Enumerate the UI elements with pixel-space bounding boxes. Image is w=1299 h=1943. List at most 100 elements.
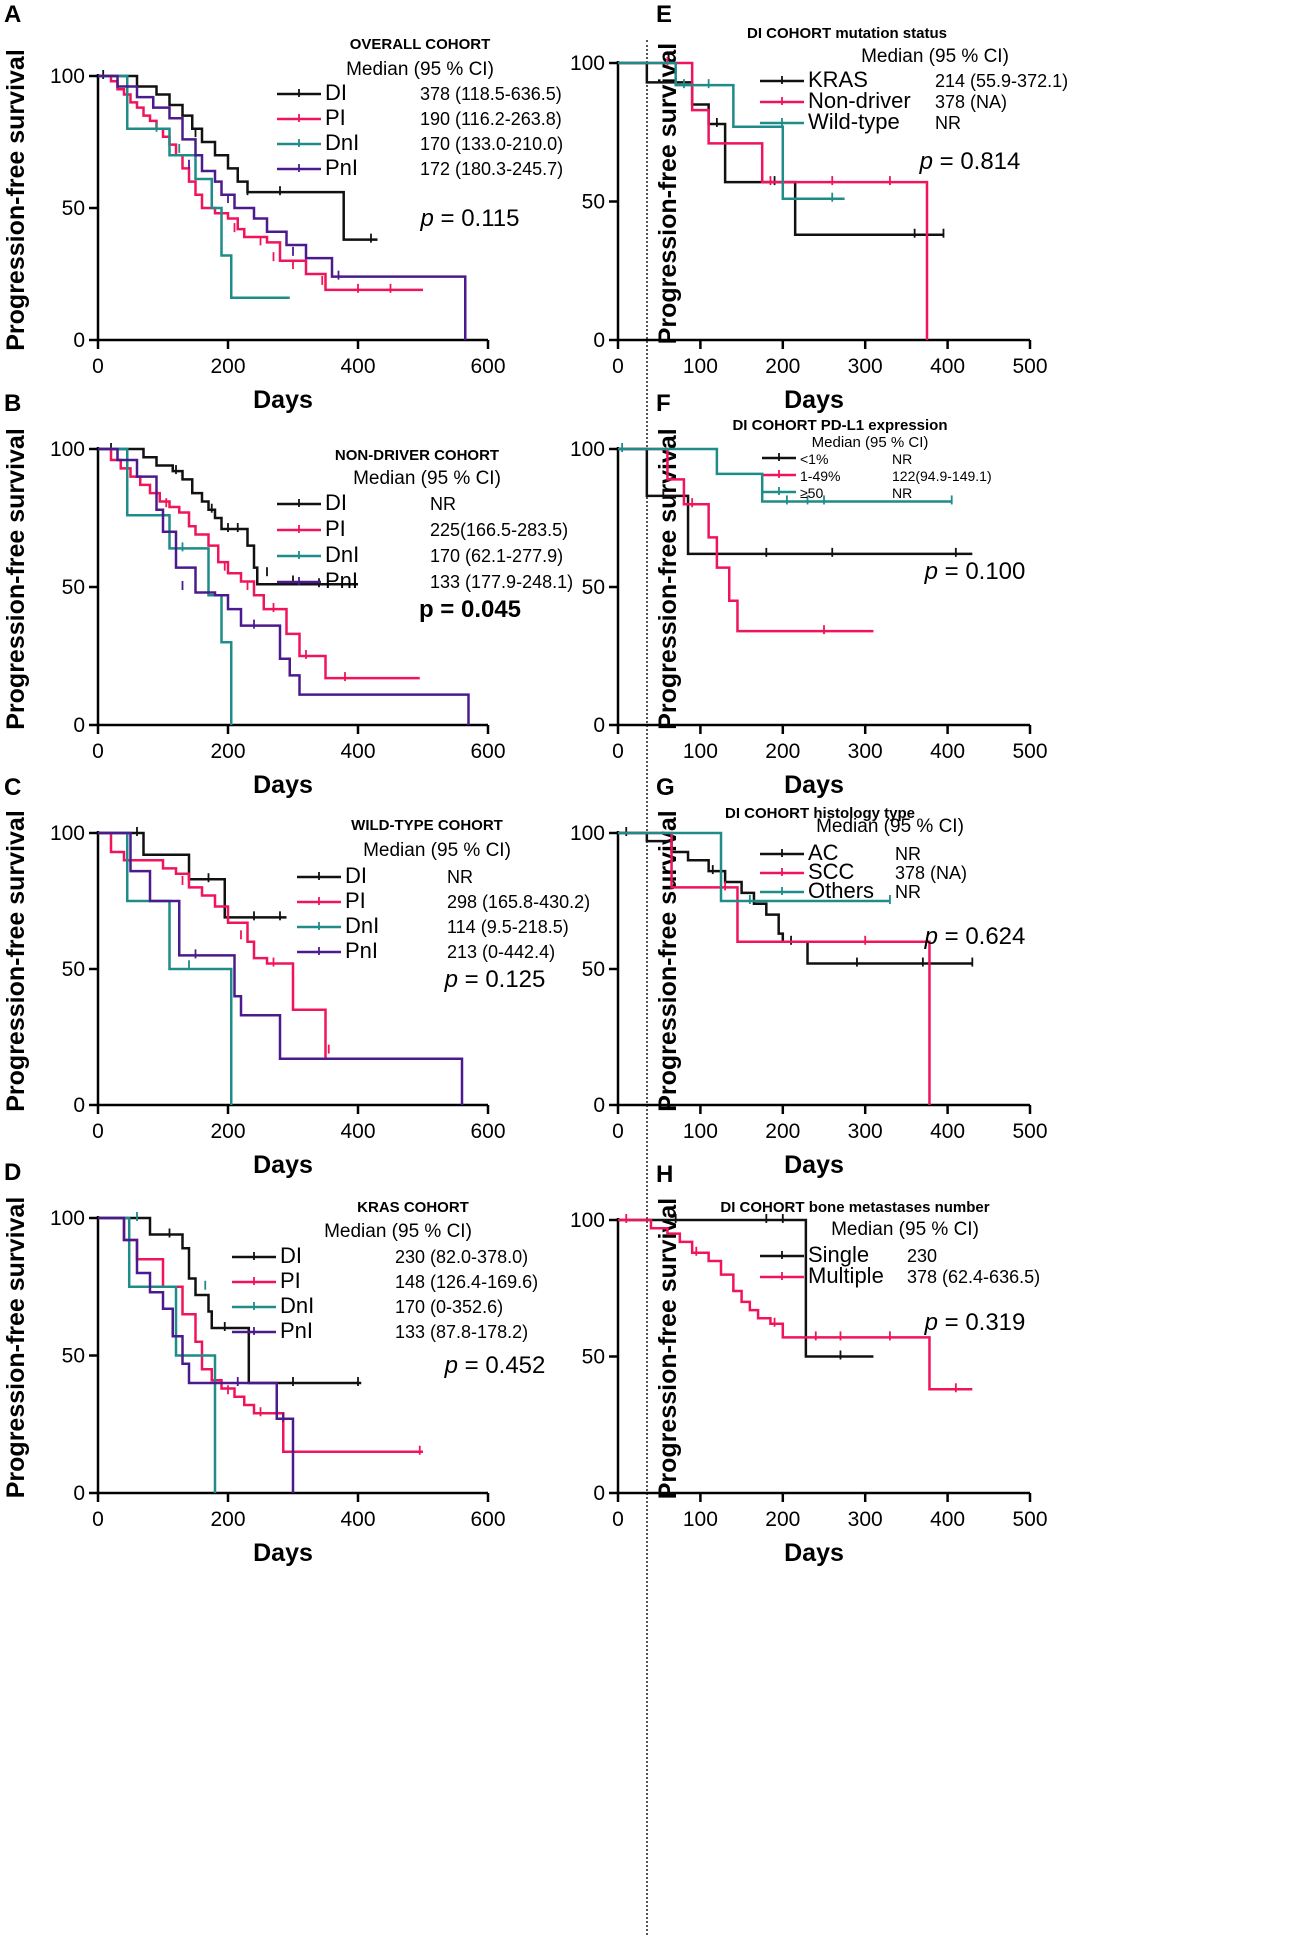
km-curve-wild-type [618,61,845,200]
chart-title: KRAS COHORT [357,1199,469,1216]
x-axis-title: Days [253,386,313,414]
series-multiple [618,1214,973,1393]
x-tick-label: 200 [210,1120,245,1143]
legend-label: Non-driver [808,88,911,113]
p-value: p = 0.100 [924,558,1026,585]
km-curve-others [618,831,890,903]
legend-median: NR [895,882,921,902]
x-tick-label: 100 [683,1508,718,1531]
x-tick-label: 300 [848,740,883,763]
km-curve-pi [98,1216,423,1453]
series-1-49 [618,447,874,635]
x-tick-label: 0 [612,740,624,763]
p-value-number: = 0.125 [458,966,545,993]
series-pi [98,447,420,682]
legend-item-50: ≥50 NR [762,485,912,501]
chart-panel-histology-type: G 0 50 100 0 100 200 300 400 500 Days Progression-f… [570,774,1048,1179]
x-tick-label: 100 [683,1120,718,1143]
series-pi [98,74,423,293]
y-tick-label: 0 [593,1094,605,1117]
legend-label: DI [280,1243,302,1268]
legend-item-scc: SCC 378 (NA) [760,859,967,884]
x-axis-title: Days [253,771,313,799]
legend-item-1-49: 1-49% 122(94.9-149.1) [762,468,992,484]
chart-panel-overall-cohort: A 0 50 100 0 200 400 600 Days Progression-free su… [2,1,563,414]
x-tick-label: 600 [470,1120,505,1143]
legend-median: 213 (0-442.4) [447,942,555,962]
legend-item-pi: PI 148 (126.4-169.6) [232,1268,538,1293]
legend-item-kras: KRAS 214 (55.9-372.1) [760,67,1068,92]
y-tick-label: 50 [62,197,85,220]
p-value-number: = 0.115 [434,205,520,232]
x-axis-title: Days [253,1151,313,1179]
y-tick-label: 0 [593,329,605,352]
legend-label: DnI [325,130,359,155]
legend-median: 378 (NA) [895,863,967,883]
x-axis-title: Days [253,1539,313,1567]
x-tick-label: 300 [848,1508,883,1531]
legend-label: PI [345,888,366,913]
legend-label: DnI [345,913,379,938]
legend-label: <1% [800,451,828,467]
y-tick-label: 50 [582,191,605,214]
panel-letter: B [4,390,21,417]
legend-item-single: Single 230 [760,1242,937,1267]
chart-title: DI COHORT PD-L1 expression [732,417,947,434]
x-tick-label: 0 [92,355,104,378]
x-tick-label: 500 [1012,1508,1047,1531]
legend-median: 225(166.5-283.5) [430,520,568,540]
legend-item-dni: DnI 170 (133.0-210.0) [277,130,563,155]
x-tick-label: 0 [92,1120,104,1143]
legend-header: Median (95 % CI) [363,840,511,861]
chart-panel-wild-type-cohort: C 0 50 100 0 200 400 600 Days Progression-free su… [2,774,590,1179]
km-curve-di [98,447,358,586]
p-value: p = 0.319 [924,1309,1026,1336]
legend-median: 122(94.9-149.1) [892,468,992,484]
km-curve-dni [98,74,290,300]
series-pni [98,1216,295,1493]
legend-median: 190 (116.2-263.8) [420,109,562,129]
series-di [98,443,358,588]
p-value: p = 0.452 [444,1352,546,1379]
legend-label: ≥50 [800,485,823,501]
legend-label: SCC [808,859,855,884]
legend-median: NR [935,113,961,133]
legend-item-pni: PnI 133 (87.8-178.2) [232,1318,528,1343]
legend-label: KRAS [808,67,868,92]
series-pni [98,831,464,1105]
x-tick-label: 300 [848,1120,883,1143]
p-value: p = 0.045 [419,596,521,623]
km-curve-pi [98,447,420,680]
legend-item-di: DI 230 (82.0-378.0) [232,1243,528,1268]
p-value: p = 0.814 [919,148,1021,175]
legend-item-1: <1% NR [762,451,912,467]
km-curve-dni [98,447,233,725]
legend-median: NR [895,844,921,864]
x-tick-label: 400 [930,355,965,378]
legend-item-pni: PnI 172 (180.3-245.7) [277,155,563,180]
x-tick-label: 600 [470,740,505,763]
panel-letter: E [656,1,672,28]
x-tick-label: 600 [470,355,505,378]
p-value-number: = 0.319 [938,1309,1025,1336]
chart-panel-kras-cohort: D 0 50 100 0 200 400 600 Days Progression-free su… [2,1159,545,1567]
x-tick-label: 400 [930,1120,965,1143]
y-tick-label: 50 [62,1345,85,1368]
x-tick-label: 0 [92,1508,104,1531]
x-axis-title: Days [784,386,844,414]
legend-label: PnI [280,1318,313,1343]
legend-label: PI [325,516,346,541]
y-tick-label: 100 [50,822,85,845]
legend-header: Median (95 % CI) [831,1219,979,1240]
chart-title: DI COHORT mutation status [747,25,947,42]
legend-item-multiple: Multiple 378 (62.4-636.5) [760,1263,1040,1288]
y-tick-label: 100 [50,438,85,461]
p-symbol: p [924,923,938,950]
legend-item-pi: PI 298 (165.8-430.2) [297,888,590,913]
legend-median: NR [892,485,912,501]
p-symbol: p [444,1352,458,1379]
p-value: p = 0.624 [924,923,1026,950]
series-scc [618,831,931,1105]
y-tick-label: 100 [50,65,85,88]
series-dni [98,74,290,300]
